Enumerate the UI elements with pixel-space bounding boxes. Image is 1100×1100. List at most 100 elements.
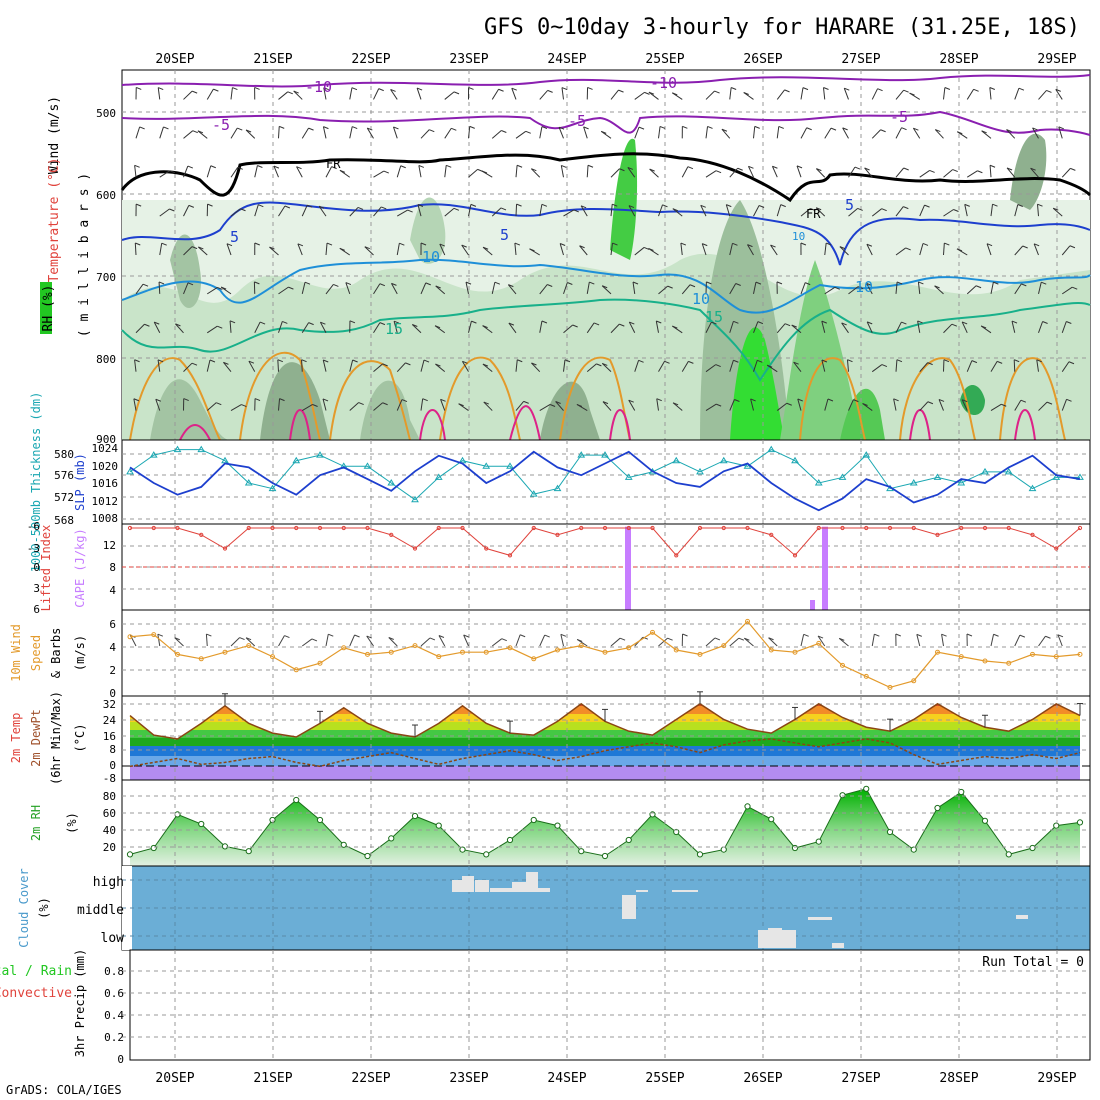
wind-barb	[865, 283, 873, 295]
wind-barb	[444, 91, 455, 100]
dewpt2m-label: 2m DewPt	[29, 709, 43, 767]
rh-point	[720, 846, 727, 853]
wind-barb	[364, 246, 374, 256]
wind-barb	[871, 634, 875, 647]
wind-barb-flag	[1045, 635, 1051, 639]
wind-barb-flag	[418, 164, 425, 168]
wind-barb	[796, 165, 802, 178]
wind-barb	[438, 635, 446, 647]
thickness-point	[363, 462, 372, 469]
wind-barb	[628, 205, 636, 217]
rh-point	[435, 822, 442, 829]
wind-barb-flag	[797, 398, 803, 402]
wind-barb	[230, 167, 239, 178]
wind-barb	[943, 242, 945, 256]
lifted_index-point	[127, 525, 133, 531]
wind-barb	[396, 165, 402, 178]
wind-barb-flag	[802, 87, 809, 91]
tick-label: 1020	[92, 460, 119, 473]
wind-barb-flag	[750, 398, 756, 402]
wind-barb	[1014, 245, 1024, 256]
wind-barb	[989, 87, 992, 100]
wind-barb-flag	[220, 286, 227, 290]
wind-barb-flag	[841, 322, 847, 326]
wind-barb-flag	[191, 362, 198, 366]
wind-barb	[183, 130, 194, 139]
tick-label: 8	[109, 561, 116, 574]
wind-barb-flag	[304, 281, 311, 285]
wind-barb-flag	[587, 164, 594, 168]
wind-barb-flag	[877, 88, 883, 92]
wind-barb-flag	[791, 324, 797, 328]
wind-barb-flag	[638, 359, 644, 363]
rh-point	[934, 804, 941, 812]
wind-barb-flag	[596, 363, 602, 367]
wind-barb	[1032, 127, 1039, 139]
lifted_index-point	[460, 525, 465, 531]
wind-barb-flag	[217, 325, 223, 329]
thickness-point	[197, 445, 206, 453]
wind-barb	[895, 359, 898, 372]
wind-barb	[197, 130, 208, 139]
wind10-unit-label: (m/s)	[73, 635, 87, 671]
temp-unit-label: (°C)	[73, 724, 87, 753]
wind-barb	[791, 324, 802, 334]
wind-barb	[990, 361, 998, 372]
wind-barb-flag	[339, 169, 346, 173]
rh-point	[839, 792, 846, 799]
thickness-point	[1076, 473, 1084, 480]
wind-barb	[610, 323, 620, 334]
wind-barb	[325, 634, 329, 647]
wind-barb	[157, 359, 161, 372]
wind-barb	[373, 402, 383, 411]
rh-point	[815, 838, 822, 845]
wind-barb	[895, 89, 905, 100]
tick-label: -8	[103, 772, 116, 785]
wind-barb	[1030, 167, 1039, 178]
wind-barb	[919, 204, 925, 217]
wind-barb	[390, 89, 398, 100]
wind_speed_10m-point	[127, 634, 133, 640]
wind-barb	[273, 165, 279, 178]
tick-label: 0.8	[104, 965, 124, 978]
cape-bar	[822, 526, 828, 610]
wind-barb-flag	[766, 364, 773, 368]
wind-barb-flag	[207, 203, 213, 207]
wind-barb	[319, 321, 327, 334]
wind-barb-flag	[867, 321, 873, 325]
thickness-point	[126, 467, 134, 475]
wind-barb-flag	[508, 284, 514, 288]
wind-barb-flag	[757, 321, 764, 325]
wind-barb-flag	[656, 398, 662, 402]
wind-barb-flag	[471, 320, 477, 324]
wind-barb-flag	[1066, 398, 1072, 402]
wind_speed_10m-point	[412, 643, 418, 649]
tick-label: 1008	[92, 512, 119, 525]
wind-barb-flag	[672, 208, 679, 212]
lifted_index-point	[199, 532, 204, 537]
wind-barb-flag	[993, 281, 999, 285]
wind-barb-flag	[1006, 167, 1013, 171]
thickness-point	[981, 467, 989, 475]
rh-point	[1053, 822, 1060, 829]
wind-barb-flag	[223, 361, 229, 365]
wind-barb	[463, 634, 469, 647]
thickness-point	[434, 473, 443, 480]
wind-barb	[824, 286, 836, 295]
wind-barb-flag	[157, 359, 164, 363]
wind-barb-flag	[1022, 245, 1028, 249]
wind-barb-flag	[245, 129, 252, 133]
lifted_index-point	[721, 525, 726, 531]
rh-point	[981, 817, 989, 824]
wind-barb-flag	[435, 285, 441, 289]
wind-barb-flag	[971, 360, 978, 364]
wind-barb	[1014, 399, 1022, 411]
wind-barb	[183, 90, 193, 100]
wind-barb-flag	[844, 87, 850, 91]
wind-barb	[174, 637, 184, 647]
wind-barb-flag	[1014, 359, 1020, 363]
wind-barb-flag	[279, 398, 285, 402]
thickness-point	[244, 479, 253, 486]
contour-label: 10	[422, 248, 440, 266]
wind-barb-flag	[187, 165, 194, 169]
